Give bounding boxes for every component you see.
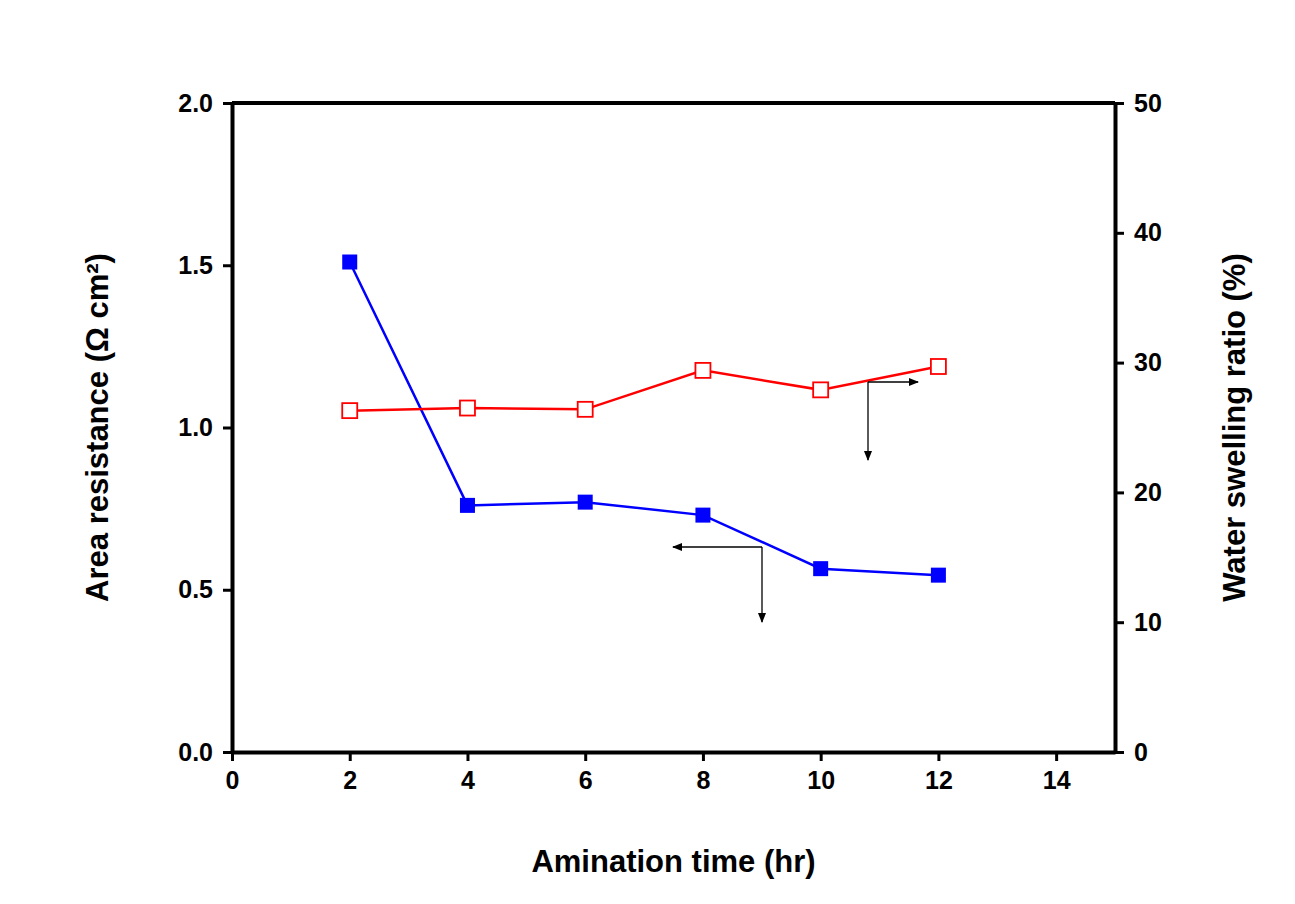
y-axis-title: Area resistance (Ω cm²): [80, 253, 115, 602]
tick: 40: [1115, 218, 1162, 246]
tick-mark: [1115, 232, 1124, 235]
y-axis: 0.0 0.5 1.0 1.5 2.0: [178, 89, 232, 766]
tick: 0.5: [178, 575, 232, 603]
tick-mark: [1055, 752, 1058, 761]
tick-mark: [466, 752, 469, 761]
tick-label: 12: [925, 766, 953, 794]
tick: 20: [1115, 478, 1162, 506]
marker: [931, 359, 946, 374]
tick: 0: [1115, 738, 1148, 766]
plot: 0 2 4 6 8 10 12 14 0.0 0.5 1.0 1.5 2.0 0 10 20 30 40 50: [178, 89, 1162, 794]
marker: [460, 498, 475, 513]
tick-label: 30: [1134, 348, 1162, 376]
tick-mark: [702, 752, 705, 761]
tick-label: 0.5: [178, 575, 213, 603]
tick-mark: [349, 752, 352, 761]
axis-line: [1114, 104, 1118, 753]
tick-label: 8: [696, 766, 710, 794]
marker: [813, 561, 828, 576]
marker: [342, 403, 357, 418]
tick: 50: [1115, 89, 1162, 117]
marker: [695, 363, 710, 378]
tick: 0.0: [178, 738, 232, 766]
tick-label: 10: [807, 766, 835, 794]
tick-mark: [1115, 621, 1124, 624]
tick: 14: [1043, 752, 1071, 794]
tick-mark: [223, 589, 232, 592]
tick-label: 1.5: [178, 251, 213, 279]
data-layer: [342, 255, 946, 583]
tick: 30: [1115, 348, 1162, 376]
tick: 10: [807, 752, 835, 794]
tick-label: 0: [226, 766, 240, 794]
tick-mark: [223, 264, 232, 267]
tick: 2: [343, 752, 357, 794]
tick-mark: [223, 102, 232, 105]
tick-mark: [820, 752, 823, 761]
tick-mark: [584, 752, 587, 761]
chart: 0 2 4 6 8 10 12 14 0.0 0.5 1.0 1.5 2.0 0 10 20 30 40 50 Ami…: [0, 0, 1295, 904]
tick: 6: [579, 752, 593, 794]
tick: 1.5: [178, 251, 232, 279]
arrow: [673, 546, 762, 547]
arrow: [868, 381, 918, 382]
tick: 2.0: [178, 89, 232, 117]
tick-mark: [1115, 362, 1124, 365]
y2-axis: 0 10 20 30 40 50: [1115, 89, 1162, 766]
tick: 0: [226, 752, 240, 794]
tick-mark: [223, 427, 232, 430]
marker: [695, 508, 710, 523]
frame: [232, 101, 1115, 105]
tick-label: 50: [1134, 89, 1162, 117]
y2-axis-title: Water swelling ratio (%): [1217, 253, 1252, 602]
marker: [578, 495, 593, 510]
tick-mark: [223, 751, 232, 754]
indicator-arrows: [673, 382, 918, 622]
series-line: [350, 366, 939, 410]
tick-mark: [1115, 491, 1124, 494]
tick: 10: [1115, 608, 1162, 636]
tick-mark: [1115, 751, 1124, 754]
marker: [931, 568, 946, 583]
axis-line: [233, 751, 1116, 755]
tick-label: 4: [461, 766, 475, 794]
arrow: [761, 547, 762, 622]
arrow: [867, 382, 868, 460]
tick-label: 20: [1134, 478, 1162, 506]
tick-label: 0.0: [178, 738, 213, 766]
tick-label: 10: [1134, 608, 1162, 636]
marker: [342, 255, 357, 270]
x-axis: 0 2 4 6 8 10 12 14: [226, 752, 1116, 794]
tick-mark: [1115, 102, 1124, 105]
marker: [578, 402, 593, 417]
tick-mark: [937, 752, 940, 761]
marker: [813, 382, 828, 397]
tick-label: 1.0: [178, 413, 213, 441]
marker: [460, 401, 475, 416]
tick: 8: [696, 752, 710, 794]
tick: 4: [461, 752, 475, 794]
tick-label: 6: [579, 766, 593, 794]
tick-label: 0: [1134, 738, 1148, 766]
tick: 12: [925, 752, 953, 794]
tick-label: 14: [1043, 766, 1071, 794]
tick-label: 40: [1134, 218, 1162, 246]
series-line: [350, 262, 939, 575]
tick: 1.0: [178, 413, 232, 441]
tick-label: 2: [343, 766, 357, 794]
tick-label: 2.0: [178, 89, 213, 117]
x-axis-title: Amination time (hr): [531, 844, 815, 879]
